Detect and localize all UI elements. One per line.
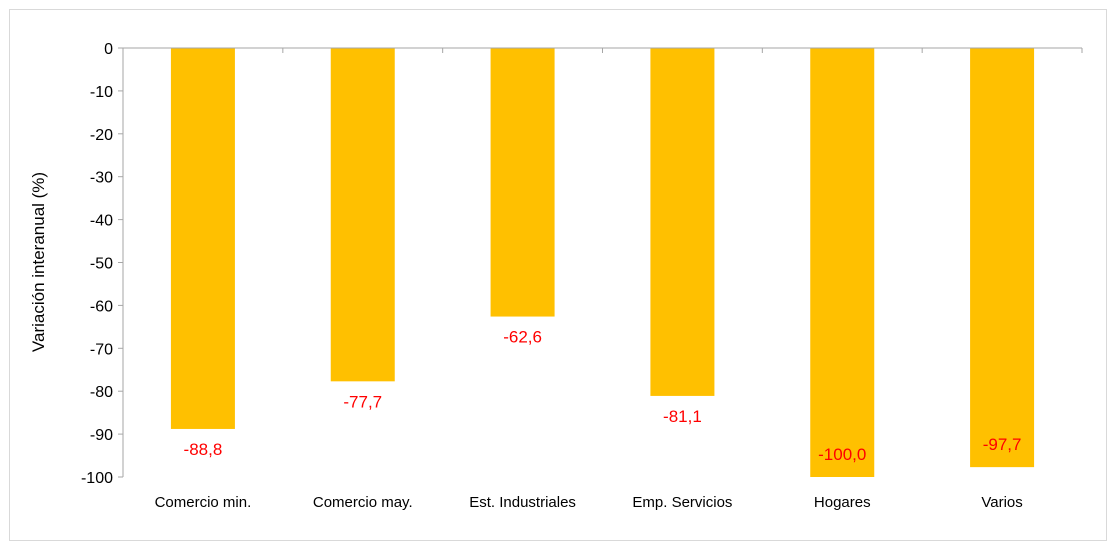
bar	[810, 48, 875, 477]
y-tick-label: -100	[81, 470, 113, 487]
y-tick-label: -20	[90, 127, 113, 144]
x-tick-label: Hogares	[814, 494, 871, 511]
data-label: -62,6	[503, 328, 542, 347]
x-tick-label: Est. Industriales	[469, 494, 576, 511]
data-label: -81,1	[663, 407, 702, 426]
bar	[170, 48, 235, 429]
x-tick-label: Emp. Servicios	[632, 494, 732, 511]
y-tick-label: -30	[90, 170, 113, 187]
data-label: -100,0	[818, 445, 866, 464]
y-tick-label: -60	[90, 298, 113, 315]
y-tick-label: -10	[90, 84, 113, 101]
y-axis-title: Variación interanual (%)	[29, 172, 48, 352]
x-axis: Comercio min. Comercio may. Est. Industria…	[122, 47, 1083, 511]
bar	[970, 48, 1035, 468]
bar	[490, 48, 555, 317]
y-tick-label: -50	[90, 256, 113, 273]
x-tick-label: Comercio may.	[313, 494, 413, 511]
y-axis: 0 -10 -20 -30 -40 -50 -60 -70 -80 -90 -100	[81, 41, 124, 487]
x-tick-label: Comercio min.	[155, 494, 252, 511]
y-tick-label: -90	[90, 427, 113, 444]
data-labels: -88,8 -77,7 -62,6 -81,1 -100,0 -97,7	[184, 328, 1022, 464]
bar	[650, 48, 715, 396]
bars	[170, 48, 1035, 477]
data-label: -77,7	[343, 392, 382, 411]
data-label: -97,7	[983, 435, 1022, 454]
y-tick-label: -80	[90, 384, 113, 401]
bar	[330, 48, 395, 382]
x-tick-label: Varios	[981, 494, 1022, 511]
data-label: -88,8	[184, 440, 223, 459]
y-tick-label: -40	[90, 213, 113, 230]
y-tick-label: 0	[104, 41, 113, 58]
y-tick-label: -70	[90, 341, 113, 358]
